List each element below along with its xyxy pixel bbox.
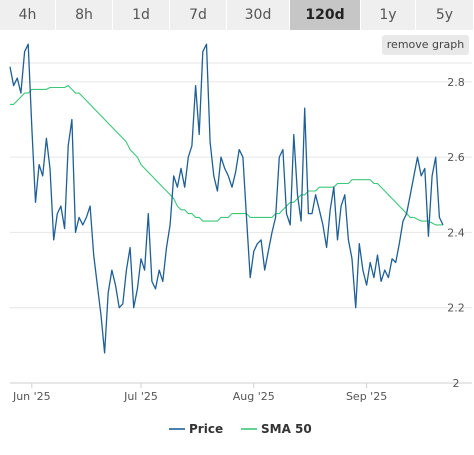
x-tick-label: Aug '25 — [233, 390, 275, 403]
y-tick-label: 2.6 — [447, 151, 465, 164]
price-line — [9, 43, 444, 354]
y-tick-label: 2.8 — [447, 76, 465, 89]
remove-graph-button[interactable]: remove graph — [382, 35, 469, 55]
legend-item-price[interactable]: Price — [169, 422, 223, 436]
timeframe-tabs: 4h 8h 1d 7d 30d 120d 1y 5y — [0, 0, 474, 30]
tab-120d[interactable]: 120d — [290, 0, 361, 30]
x-tick-label: Jun '25 — [12, 390, 51, 403]
x-tick-label: Jul '25 — [123, 390, 158, 403]
sma-50-line — [10, 85, 443, 226]
tab-1y[interactable]: 1y — [361, 0, 416, 30]
tab-7d[interactable]: 7d — [170, 0, 227, 30]
x-axis-ticks: Jun '25 Jul '25 Aug '25 Sep '25 — [12, 383, 387, 403]
x-tick-label: Sep '25 — [346, 390, 387, 403]
tab-4h[interactable]: 4h — [0, 0, 56, 30]
legend: Price SMA 50 — [169, 422, 312, 436]
legend-item-sma[interactable]: SMA 50 — [241, 422, 312, 436]
y-tick-label: 2 — [453, 377, 460, 390]
series-layer — [9, 43, 444, 354]
legend-price-label: Price — [189, 422, 223, 436]
y-tick-label: 2.2 — [447, 302, 465, 315]
legend-sma-label: SMA 50 — [261, 422, 312, 436]
tab-30d[interactable]: 30d — [227, 0, 290, 30]
tab-8h[interactable]: 8h — [56, 0, 113, 30]
y-axis-ticks: 2 2.2 2.4 2.6 2.8 — [447, 76, 465, 390]
tab-1d[interactable]: 1d — [113, 0, 170, 30]
y-tick-label: 2.4 — [447, 226, 465, 239]
tab-5y[interactable]: 5y — [416, 0, 474, 30]
grid-layer — [10, 62, 472, 384]
